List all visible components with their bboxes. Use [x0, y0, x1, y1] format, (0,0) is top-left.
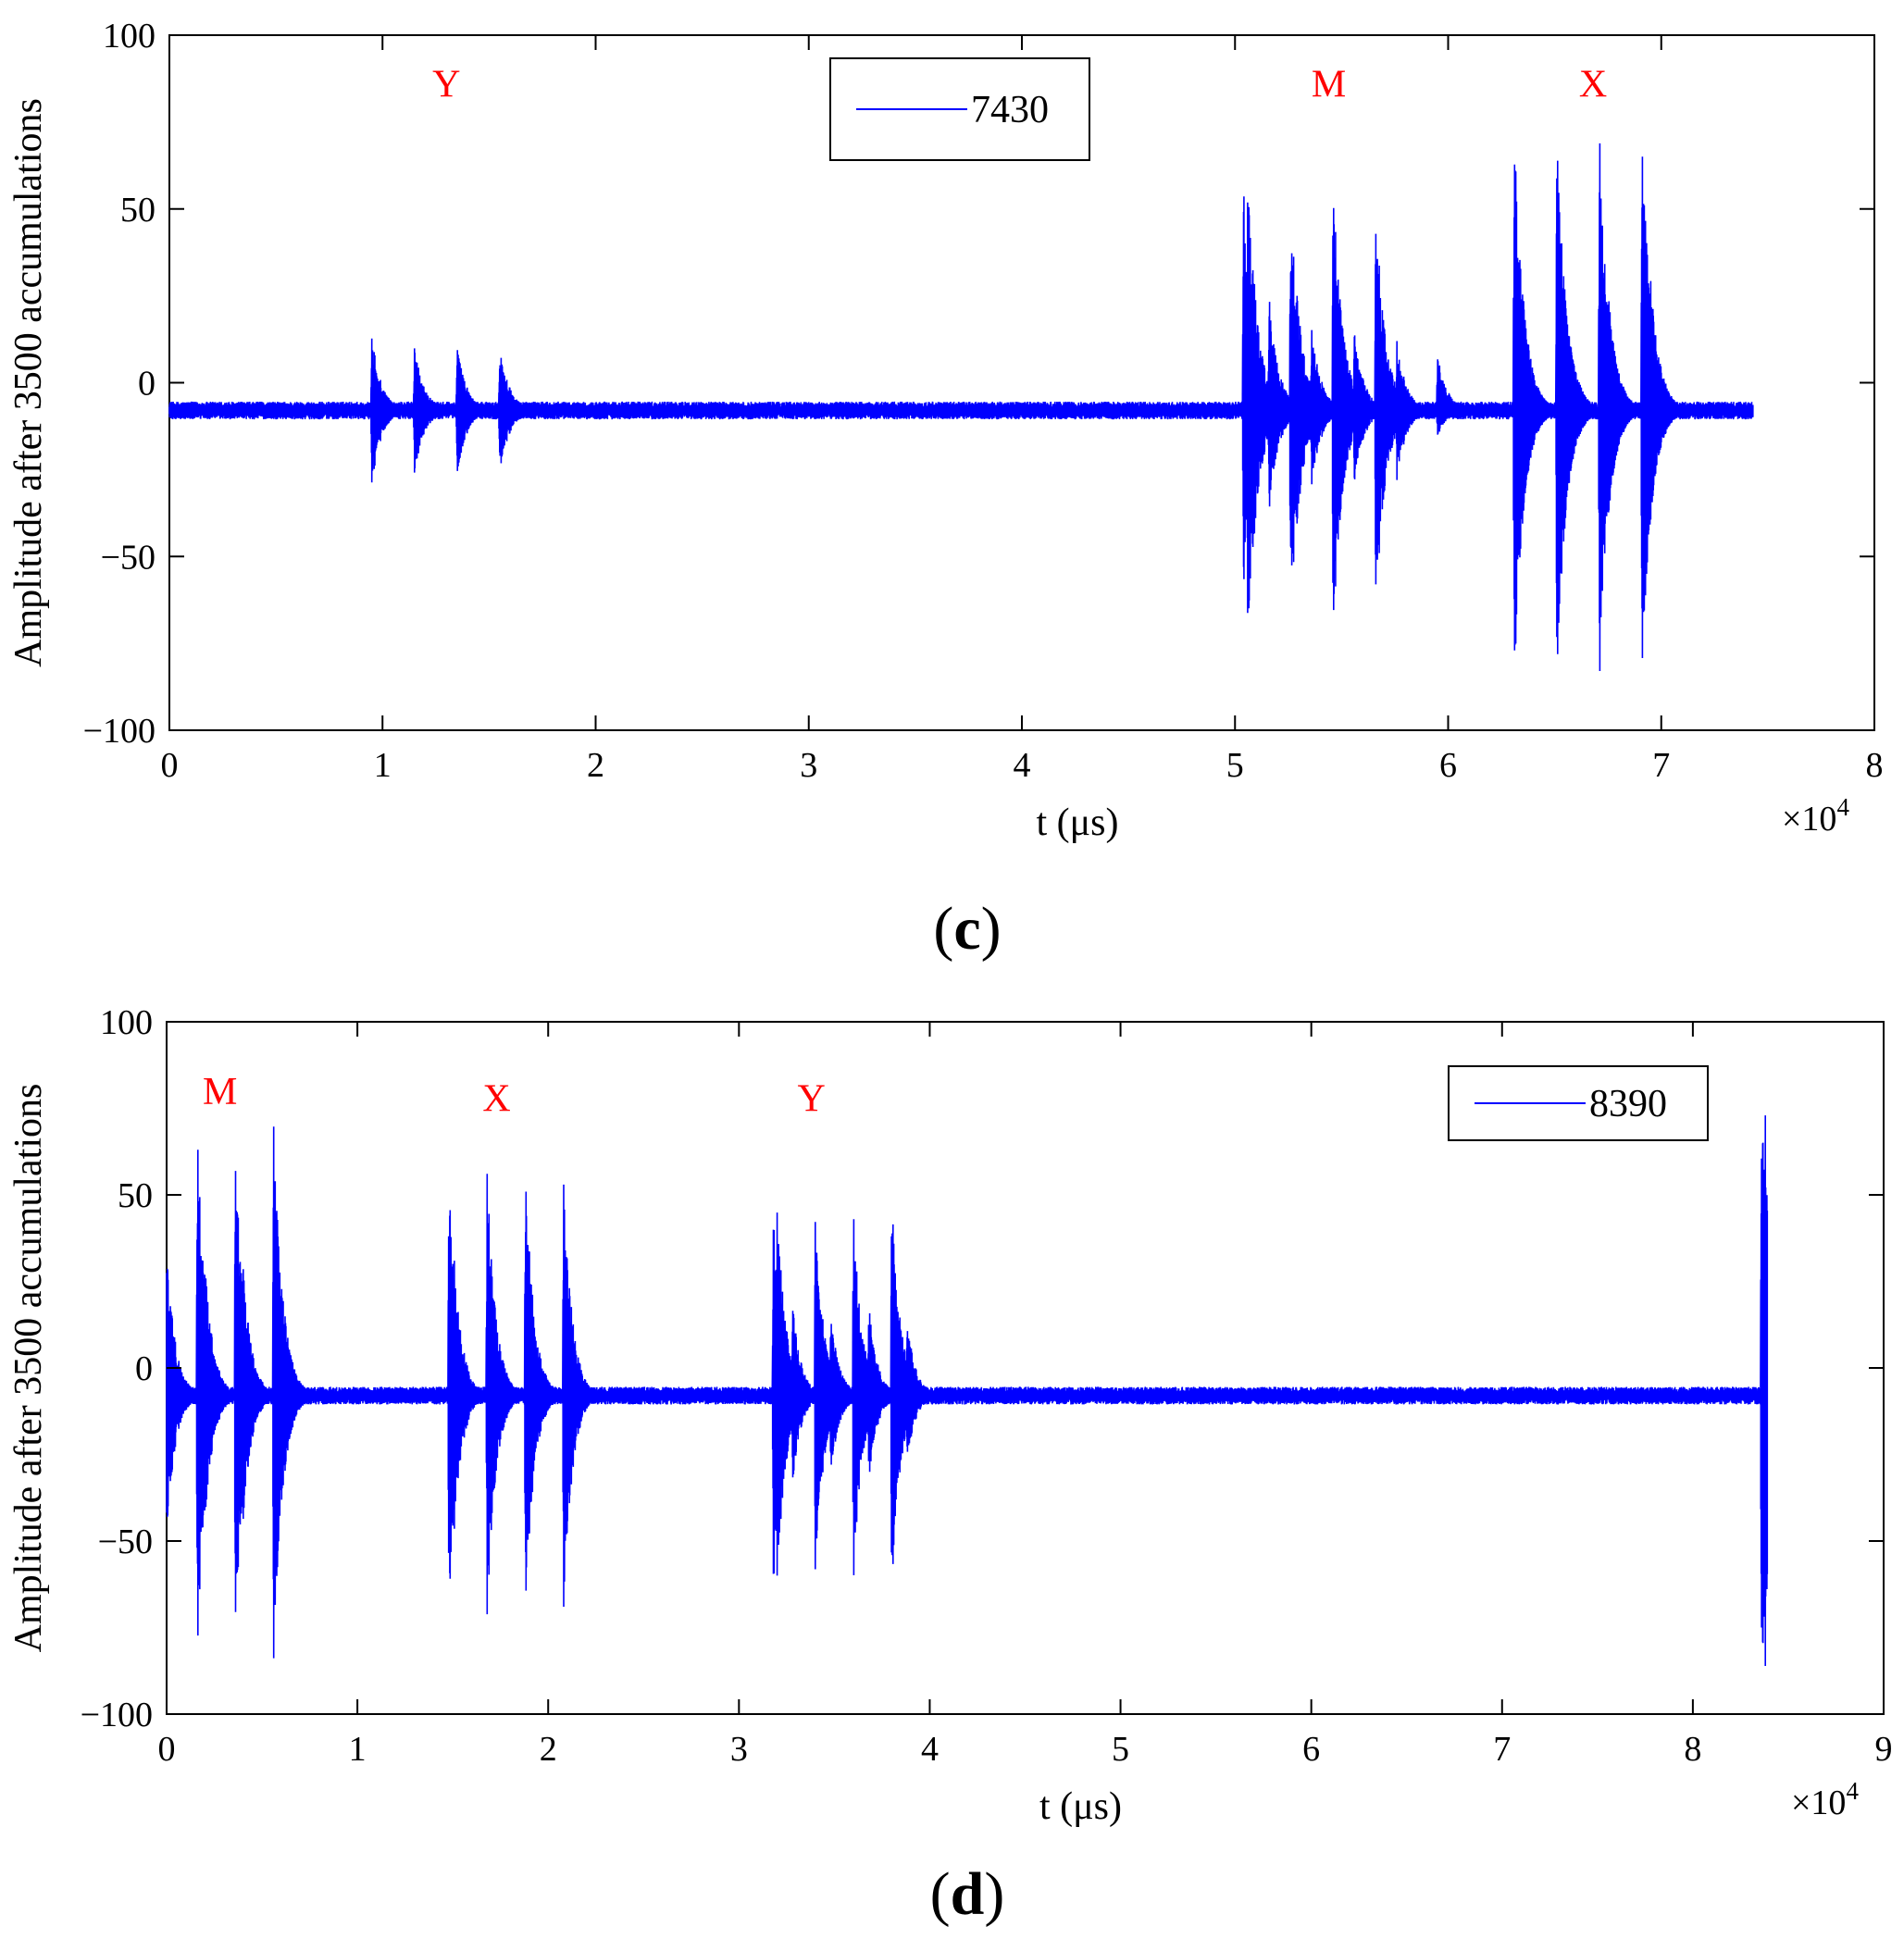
- annotation-x: X: [482, 1077, 510, 1120]
- x-tick-label: 8: [1866, 746, 1884, 785]
- signal-line: [166, 1115, 1769, 1667]
- y-tick-label: 0: [135, 1349, 153, 1388]
- y-tick-label: −50: [101, 538, 156, 577]
- x-axis-label: t (μs): [1036, 802, 1118, 844]
- x-multiplier-base: ×10: [1791, 1784, 1846, 1822]
- y-tick-label: 100: [100, 1003, 153, 1042]
- x-tick-label: 0: [161, 746, 179, 785]
- x-tick-label: 8: [1684, 1730, 1701, 1769]
- x-tick-label: 6: [1302, 1730, 1320, 1769]
- x-multiplier-exponent: 4: [1836, 793, 1849, 821]
- x-axis-label: t (μs): [1039, 1785, 1122, 1828]
- annotation-x: X: [1579, 64, 1607, 106]
- panel-c-label: (c): [933, 895, 1001, 963]
- y-tick-label: 100: [103, 17, 156, 56]
- legend: 8390: [1448, 1065, 1709, 1141]
- x-tick-label: 3: [730, 1730, 748, 1769]
- panel-c-chart: 0 1 2 3 4 5 6 7 8 −100 −50 0 50 100 t (μs) Amplitude af…: [7, 17, 1884, 844]
- x-tick-label: 5: [1226, 746, 1244, 785]
- y-tick-label: 0: [138, 365, 156, 404]
- panel-d-label: (d): [930, 1860, 1005, 1928]
- y-tick-label: 50: [120, 191, 156, 230]
- x-tick-label: 2: [587, 746, 604, 785]
- x-multiplier: ×104: [1782, 793, 1849, 839]
- annotation-m: M: [203, 1071, 237, 1113]
- y-tick-label: −100: [83, 712, 156, 751]
- x-multiplier: ×104: [1791, 1777, 1859, 1822]
- annotation-m: M: [1312, 64, 1346, 106]
- x-tick-label: 0: [158, 1730, 176, 1769]
- x-tick-label: 7: [1652, 746, 1670, 785]
- x-tick-label: 4: [1014, 746, 1031, 785]
- x-tick-label: 2: [540, 1730, 557, 1769]
- y-tick-label: −50: [98, 1523, 153, 1561]
- annotation-y: Y: [797, 1077, 825, 1120]
- x-tick-label: 3: [800, 746, 817, 785]
- annotation-y: Y: [432, 64, 460, 106]
- x-tick-label: 1: [349, 1730, 367, 1769]
- x-tick-label: 9: [1875, 1730, 1893, 1769]
- signal-line: [168, 143, 1754, 672]
- legend: 7430: [829, 57, 1090, 161]
- x-tick-label: 6: [1439, 746, 1457, 785]
- x-tick-label: 1: [374, 746, 392, 785]
- x-multiplier-exponent: 4: [1846, 1777, 1859, 1805]
- panel-d-chart: 0 1 2 3 4 5 6 7 8 9 −100 −50 0 50 100 t (μs) Amplitude a…: [7, 1003, 1893, 1828]
- y-tick-label: −100: [81, 1696, 153, 1734]
- y-axis-label: Amplitude after 3500 accumulations: [7, 1084, 50, 1653]
- x-tick-label: 4: [921, 1730, 939, 1769]
- x-tick-label: 5: [1112, 1730, 1129, 1769]
- y-axis-label: Amplitude after 3500 accumulations: [7, 98, 50, 667]
- legend-label: 7430: [971, 89, 1049, 131]
- y-tick-label: 50: [118, 1176, 153, 1215]
- legend-label: 8390: [1589, 1083, 1667, 1125]
- x-multiplier-base: ×10: [1782, 800, 1836, 839]
- x-tick-label: 7: [1493, 1730, 1511, 1769]
